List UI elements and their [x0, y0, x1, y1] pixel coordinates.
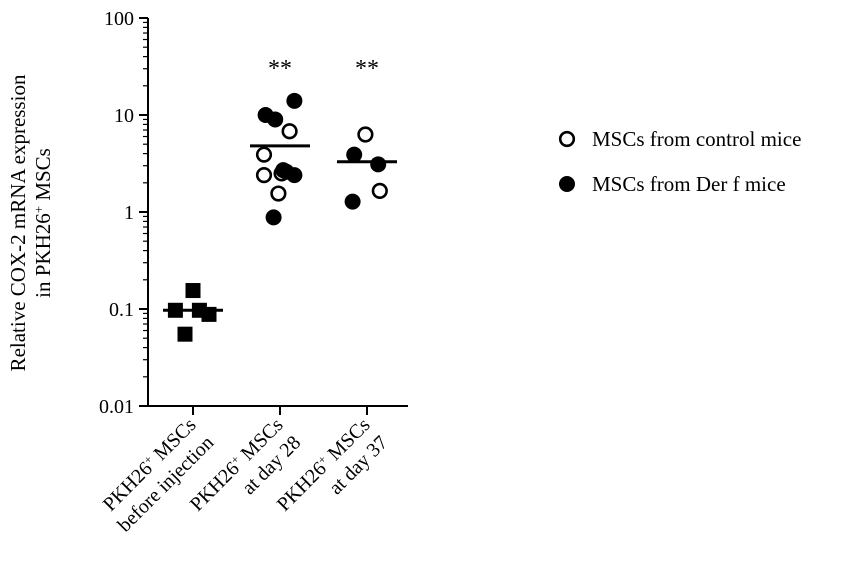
- data-point: [344, 193, 361, 210]
- data-point: [177, 326, 193, 342]
- significance-asterisks: **: [355, 56, 379, 82]
- y-tick-label: 1: [124, 202, 134, 224]
- significance-marks: ** **: [268, 56, 379, 82]
- data-point: [281, 123, 298, 140]
- x-tick-labels: PKH26+ MSCsbefore injection PKH26+ MSCsat…: [95, 413, 392, 537]
- x-tick-label: PKH26+ MSCsat day 37: [272, 413, 392, 533]
- data-point: [371, 182, 388, 200]
- legend-label: MSCs from control mice: [592, 127, 801, 151]
- data-point: [255, 146, 273, 163]
- data-point: [286, 92, 303, 109]
- y-axis-title-line2: in PKH26+ MSCs: [31, 148, 55, 298]
- x-tick-label: PKH26+ MSCsbefore injection: [95, 413, 218, 536]
- legend-marker: [559, 176, 575, 192]
- y-tick-label: 10: [114, 105, 134, 127]
- data-point: [185, 283, 201, 299]
- y-tick-label: 0.01: [99, 396, 134, 418]
- y-ticks: 0.01 0.1 1 10 100: [99, 8, 148, 418]
- data-point: [201, 306, 217, 322]
- data-point: [265, 209, 282, 226]
- data-point: [286, 167, 303, 184]
- data-point: [255, 167, 273, 184]
- significance-asterisks: **: [268, 56, 292, 82]
- data-point: [267, 111, 284, 128]
- data-points: [167, 92, 388, 342]
- data-point: [346, 146, 363, 163]
- data-point: [270, 185, 287, 202]
- y-axis-title-line1: Relative COX-2 mRNA expression: [6, 74, 30, 371]
- data-point: [357, 126, 374, 143]
- data-point: [370, 156, 387, 173]
- y-tick-label: 0.1: [109, 299, 134, 321]
- legend-label: MSCs from Der f mice: [592, 172, 786, 196]
- legend: MSCs from control mice MSCs from Der f mi…: [558, 127, 801, 196]
- x-ticks: [192, 406, 368, 415]
- y-tick-label: 100: [104, 8, 134, 30]
- data-point: [167, 302, 183, 318]
- legend-marker: [558, 130, 576, 148]
